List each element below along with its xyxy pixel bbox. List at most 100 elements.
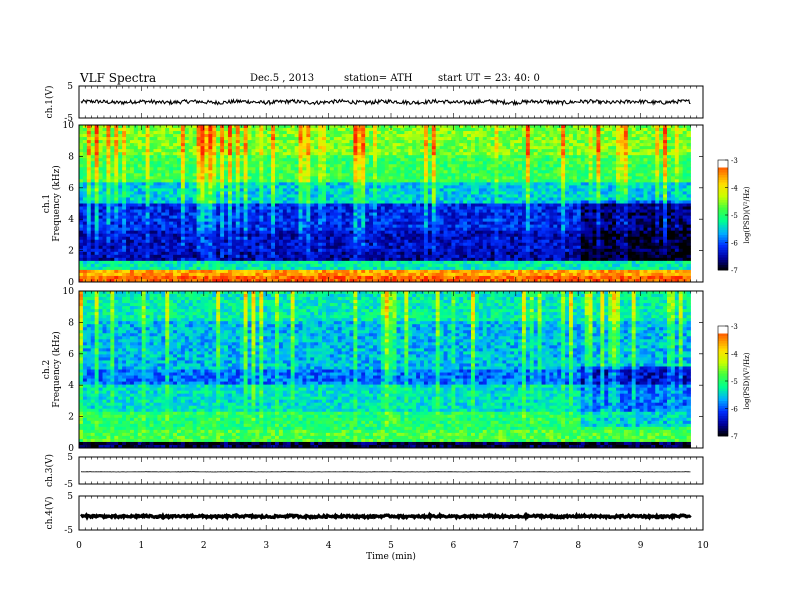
ch1-spectrogram-cell	[129, 218, 135, 223]
ch1-spectrogram-cell	[455, 155, 460, 159]
ch1-spectrogram-cell	[298, 158, 303, 162]
ch1-spectrogram-cell	[204, 158, 209, 162]
ch1-spectrogram-cell	[243, 203, 248, 207]
ch1-spectrogram-cell	[310, 170, 315, 174]
ch1-spectrogram-cell	[298, 176, 303, 180]
ch1-spectrogram-cell	[631, 212, 637, 216]
ch1-spectrogram-cell	[510, 215, 515, 219]
ch1-spectrogram-cell	[670, 158, 676, 162]
ch1-spectrogram-cell	[278, 203, 284, 207]
ch1-spectrogram-cell	[592, 140, 597, 144]
ch1-spectrogram-cell	[153, 125, 158, 129]
ch1-spectrogram-cell	[376, 158, 382, 162]
ch1-spectrogram-cell	[102, 149, 107, 153]
ch1-spectrogram-cell	[275, 212, 280, 216]
ch1-spectrogram-cell	[608, 215, 613, 219]
ch1-spectrogram-cell	[157, 176, 162, 180]
ch1-spectrogram-cell	[235, 179, 241, 183]
ch1-spectrogram-cell	[153, 152, 158, 156]
ch1-spectrogram-cell	[102, 191, 107, 195]
ch1-spectrogram-cell	[584, 170, 589, 174]
ch1-spectrogram-cell	[561, 212, 566, 216]
ch1-spectrogram-cell	[294, 164, 299, 168]
ch1-spectrogram-cell	[82, 173, 88, 177]
ch1-spectrogram-cell	[686, 125, 691, 129]
ch1-spectrogram-cell	[518, 143, 523, 147]
ch1-spectrogram-cell	[541, 218, 546, 223]
ch1-spectrogram-cell	[674, 215, 680, 219]
ch1-spectrogram-cell	[392, 182, 397, 186]
ch1-spectrogram-cell	[600, 206, 605, 210]
ch1-spectrogram-cell	[122, 146, 127, 150]
ch1-spectrogram-cell	[302, 125, 307, 129]
ch1-spectrogram-cell	[220, 146, 225, 150]
ch1-spectrogram-cell	[345, 131, 350, 135]
ch1-spectrogram-cell	[118, 161, 123, 165]
ch1-spectrogram-cell	[271, 176, 276, 180]
ch1-spectrogram-cell	[267, 173, 272, 177]
ch1-spectrogram-cell	[588, 200, 593, 204]
ch1-spectrogram-cell	[561, 176, 566, 180]
ch1-spectrogram-cell	[659, 143, 664, 147]
ch1-spectrogram-cell	[227, 161, 233, 165]
ch1-spectrogram-cell	[255, 218, 260, 223]
ch1-spectrogram-cell	[192, 137, 197, 141]
ch1-spectrogram-cell	[149, 212, 154, 216]
ch1-spectrogram-cell	[361, 197, 366, 201]
ch1-spectrogram-cell	[322, 209, 327, 213]
ch1-spectrogram-cell	[235, 197, 241, 201]
ch1-spectrogram-cell	[329, 140, 335, 144]
ch1-spectrogram-cell	[169, 149, 174, 153]
ch1-spectrogram-cell	[118, 158, 123, 162]
ch1-spectrogram-cell	[376, 218, 382, 223]
ch1-spectrogram-cell	[122, 155, 127, 159]
ch1-spectrogram-cell	[255, 194, 260, 198]
ch1-spectrogram-cell	[423, 128, 429, 132]
ch1-spectrogram-cell	[129, 209, 135, 213]
ch1-spectrogram-cell	[478, 197, 484, 201]
ch1-spectrogram-cell	[227, 149, 233, 153]
ch1-spectrogram-cell	[173, 176, 178, 180]
ch1-spectrogram-cell	[290, 149, 295, 153]
ch1-spectrogram-cell	[529, 149, 535, 153]
ch1-spectrogram-cell	[278, 125, 284, 129]
ch1-spectrogram-cell	[325, 212, 331, 216]
ch1-spectrogram-cell	[392, 158, 397, 162]
ch1-spectrogram-cell	[271, 170, 276, 174]
ch1-spectrogram-cell	[361, 137, 366, 141]
ch1-spectrogram-cell	[282, 182, 288, 186]
ch1-spectrogram-cell	[627, 155, 633, 159]
ch1-spectrogram-cell	[408, 137, 413, 141]
ch1-spectrogram-cell	[294, 179, 299, 183]
ch1-spectrogram-cell	[541, 203, 546, 207]
ch1-spectrogram-cell	[502, 167, 507, 171]
ch1-spectrogram-cell	[106, 149, 111, 153]
ch1-spectrogram-cell	[94, 179, 99, 183]
ch1-spectrogram-cell	[90, 206, 96, 210]
ch1-spectrogram-cell	[118, 215, 123, 219]
ch1-spectrogram-cell	[204, 188, 209, 192]
ch1-spectrogram-cell	[149, 155, 154, 159]
ch1-spectrogram-cell	[310, 149, 315, 153]
ch1-spectrogram-cell	[674, 143, 680, 147]
ch1-spectrogram-cell	[216, 194, 221, 198]
ch1-spectrogram-cell	[604, 170, 609, 174]
ch1-spectrogram-cell	[596, 134, 601, 138]
ch1-spectrogram-cell	[216, 149, 221, 153]
ch1-spectrogram-cell	[329, 128, 335, 132]
ch1-spectrogram-cell	[235, 125, 241, 129]
ch1-spectrogram-cell	[200, 209, 205, 213]
ch1-spectrogram-cell	[561, 152, 566, 156]
ch1-spectrogram-cell	[549, 179, 554, 183]
ch1-spectrogram-cell	[376, 143, 382, 147]
ch1-spectrogram-cell	[463, 197, 468, 201]
ch1-spectrogram-cell	[267, 149, 272, 153]
ch1-spectrogram-cell	[153, 185, 158, 189]
ch1-spectrogram-cell	[122, 158, 127, 162]
ch1-spectrogram-cell	[561, 167, 566, 171]
ch1-spectrogram-cell	[184, 212, 190, 216]
ch1-spectrogram-cell	[373, 170, 378, 174]
ch1-spectrogram-cell	[247, 125, 252, 129]
ch1-spectrogram-cell	[596, 131, 601, 135]
ch1-spectrogram-cell	[600, 212, 605, 216]
